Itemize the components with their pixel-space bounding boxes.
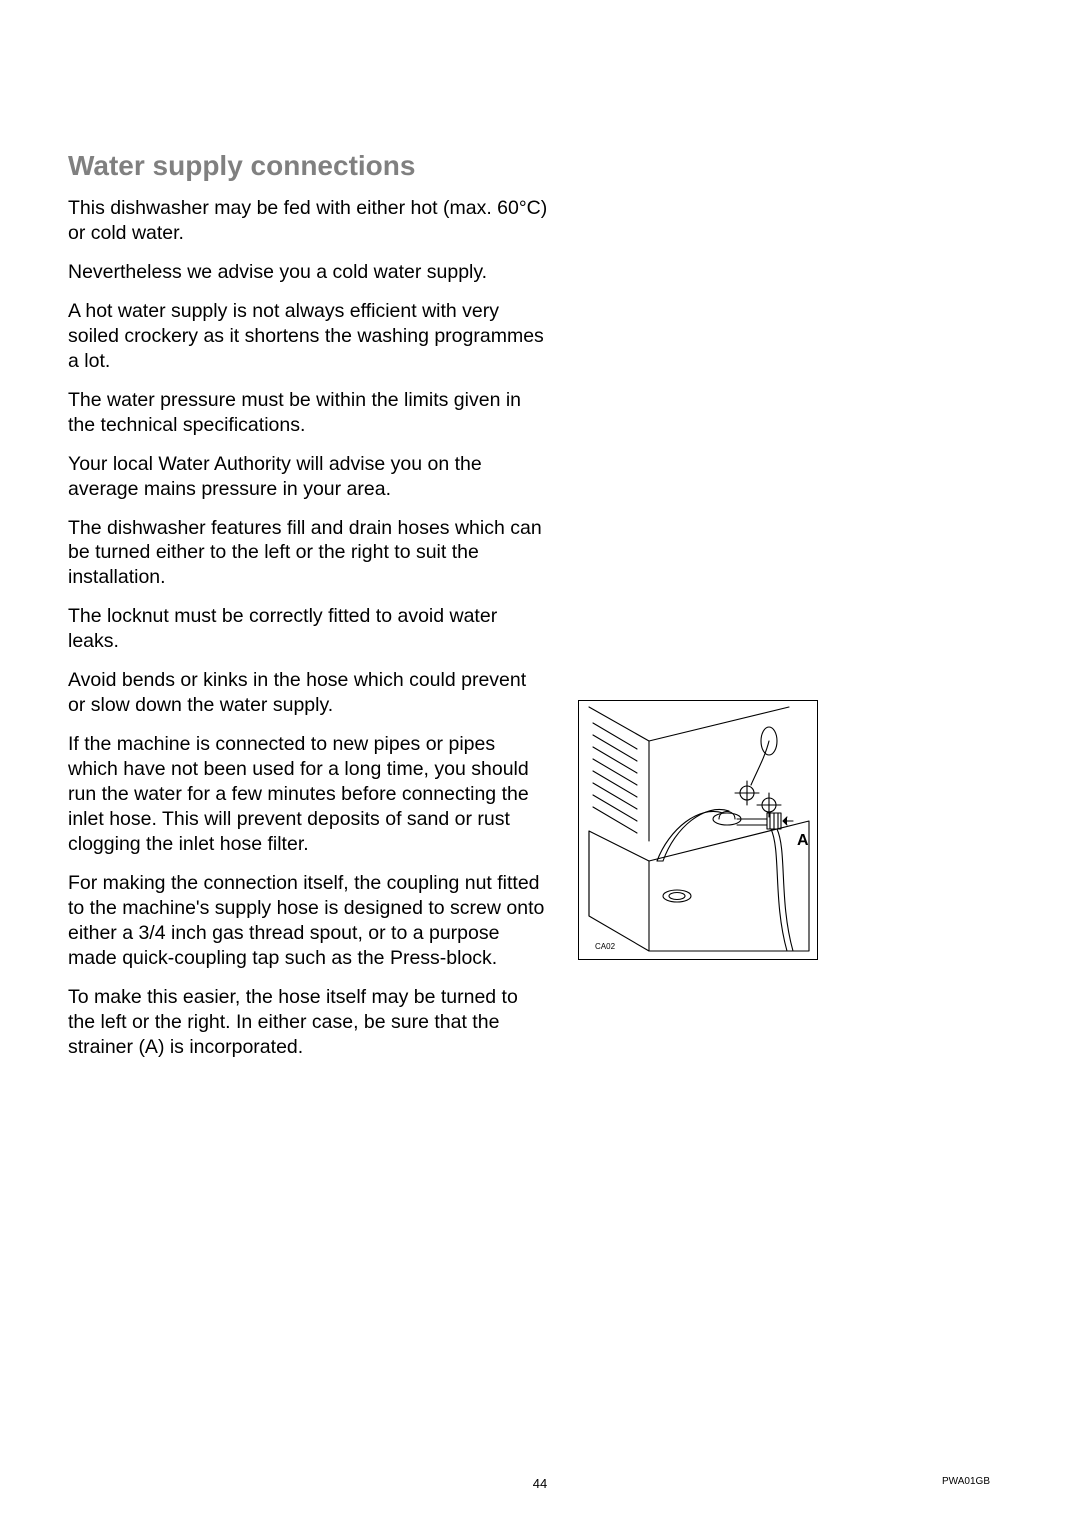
figure-code: CA02	[595, 942, 616, 951]
paragraph: This dishwasher may be fed with either h…	[68, 196, 548, 246]
paragraph: If the machine is connected to new pipes…	[68, 732, 548, 857]
paragraph: Your local Water Authority will advise y…	[68, 452, 548, 502]
body-column: This dishwasher may be fed with either h…	[68, 196, 548, 1060]
figure-border: A CA02	[578, 700, 818, 960]
document-code: PWA01GB	[942, 1476, 990, 1487]
section-heading: Water supply connections	[68, 150, 1012, 182]
paragraph: A hot water supply is not always efficie…	[68, 299, 548, 374]
paragraph: The water pressure must be within the li…	[68, 388, 548, 438]
document-page: Water supply connections This dishwasher…	[0, 0, 1080, 1528]
figure-label: A	[797, 832, 809, 849]
paragraph: For making the connection itself, the co…	[68, 871, 548, 971]
paragraph: To make this easier, the hose itself may…	[68, 985, 548, 1060]
paragraph: Nevertheless we advise you a cold water …	[68, 260, 548, 285]
paragraph: The locknut must be correctly fitted to …	[68, 604, 548, 654]
paragraph: The dishwasher features fill and drain h…	[68, 516, 548, 591]
figure: A CA02	[578, 700, 818, 960]
page-number: 44	[533, 1476, 547, 1491]
paragraph: Avoid bends or kinks in the hose which c…	[68, 668, 548, 718]
tap-diagram-icon: A CA02	[579, 701, 819, 961]
